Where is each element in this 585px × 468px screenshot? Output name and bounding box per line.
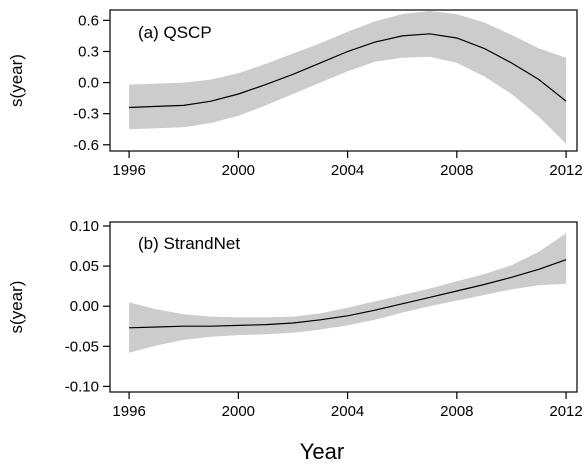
panel-title: (a) QSCP	[138, 23, 212, 42]
panel-title: (b) StrandNet	[138, 234, 240, 253]
x-tick-label: 1996	[112, 403, 145, 420]
y-tick-label: 0.0	[78, 75, 99, 92]
x-tick-label: 2004	[331, 403, 364, 420]
confidence-band	[129, 233, 567, 353]
y-tick-label: -0.10	[65, 378, 99, 395]
y-tick-label: 0.00	[70, 298, 99, 315]
y-tick-label: 0.05	[70, 258, 99, 275]
x-tick-label: 1996	[112, 162, 145, 179]
x-tick-label: 2012	[549, 403, 582, 420]
panel-a: 1996 2000 2004 2008 2012 -0.6 -0.3 0.0 0.3 0.6 s(y…	[7, 9, 583, 179]
plot-frame	[109, 9, 578, 152]
x-tick-label: 2000	[222, 403, 255, 420]
x-tick-label: 2004	[331, 162, 364, 179]
fit-line	[129, 259, 567, 329]
panels: 1996 2000 2004 2008 2012 -0.6 -0.3 0.0 0.3 0.6 s(y…	[7, 9, 583, 420]
y-tick-label: 0.10	[70, 218, 99, 235]
x-tick-label: 2000	[222, 162, 255, 179]
y-tick-label: -0.05	[65, 338, 99, 355]
plot-frame	[109, 221, 578, 393]
x-tick-label: 2012	[549, 162, 582, 179]
figure-x-axis-label: Year	[300, 439, 344, 464]
confidence-band	[129, 11, 567, 144]
fit-line	[129, 33, 567, 109]
x-tick-label: 2008	[440, 162, 473, 179]
panel-b: 1996 2000 2004 2008 2012 -0.10 -0.05 0.00 0.05 0.…	[7, 218, 583, 420]
x-tick-label: 2008	[440, 403, 473, 420]
y-tick-label: 0.6	[78, 12, 99, 29]
y-axis-label: s(year)	[7, 281, 26, 334]
y-tick-label: 0.3	[78, 43, 99, 60]
y-tick-label: -0.3	[73, 106, 99, 123]
y-tick-label: -0.6	[73, 137, 99, 154]
y-axis-label: s(year)	[7, 54, 26, 107]
